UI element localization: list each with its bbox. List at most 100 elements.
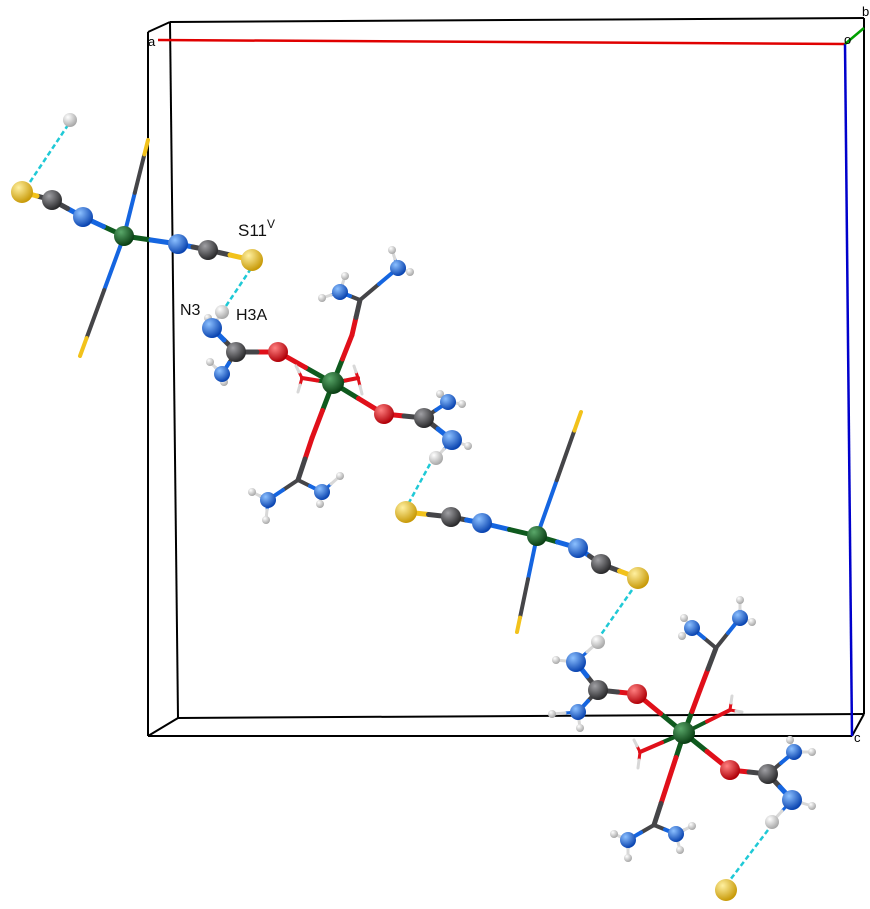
hydrogen-bond-line (598, 589, 634, 637)
hydrogen-atom (206, 358, 214, 366)
axis-label-c: c (854, 730, 861, 745)
hydrogen-atom (552, 656, 560, 664)
atom-label-n3: N3 (180, 302, 201, 319)
carbon-atom (198, 240, 218, 260)
bond-oxygen-hydrogen-half (358, 384, 364, 396)
bond-cobalt-oxygen-half (309, 408, 325, 441)
bond-oxygen-hydrogen-half (734, 709, 744, 714)
atoms (11, 113, 816, 901)
hydrogen-atom (406, 268, 414, 276)
sulfur-atom (241, 249, 263, 271)
bond-carbon-nitrogen-half (714, 631, 730, 650)
cobalt-atom (527, 526, 547, 546)
sulfur-atom (11, 181, 33, 203)
axis-label-a: a (148, 34, 156, 49)
bond-oxygen-carbon-half (705, 645, 719, 672)
oxygen-atom (374, 404, 394, 424)
thiocyanate-stick-c (554, 428, 577, 483)
bond-oxygen-carbon-half (353, 297, 363, 320)
nitrogen-atom (260, 492, 276, 508)
nitrogen-atom (168, 234, 188, 254)
bond-oxygen-carbon-half (349, 315, 359, 338)
thiocyanate-stick-s (515, 615, 522, 634)
nitrogen-atom (202, 318, 222, 338)
cobalt-atom (322, 372, 344, 394)
nitrogen-atom (568, 538, 588, 558)
hydrogen-atom (215, 305, 229, 319)
hydrogen-atom (808, 802, 816, 810)
oxygen-atom (268, 342, 288, 362)
oxygen-atom (627, 684, 647, 704)
bond-oxygen-hydrogen-half (729, 694, 734, 705)
carbon-atom (758, 764, 778, 784)
carbon-atom (588, 680, 608, 700)
sulfur-atom (395, 501, 417, 523)
hydrogen-atom (688, 822, 696, 830)
hydrogen-atom (318, 294, 326, 302)
thiocyanate-stick-c (132, 152, 147, 195)
nitrogen-atom (440, 394, 456, 410)
carbon-atom (414, 408, 434, 428)
unit-cell: a o b c (147, 4, 869, 745)
bond-oxygen-hydrogen-half (632, 738, 639, 748)
bond-carbon-nitrogen-half (358, 282, 381, 302)
sulfur-atom (715, 879, 737, 901)
nitrogen-atom (214, 366, 230, 382)
atom-label-h3a: H3A (236, 307, 267, 324)
hydrogen-bond-line (729, 829, 769, 881)
nitrogen-atom (332, 284, 348, 300)
atom-labels: S11V N3 H3A (180, 217, 275, 324)
nitrogen-atom (314, 484, 330, 500)
nitrogen-atom (782, 790, 802, 810)
carbon-atom (591, 554, 611, 574)
hydrogen-atom (548, 710, 556, 718)
bond-cobalt-oxygen-half (343, 376, 360, 383)
nitrogen-atom (390, 260, 406, 276)
hydrogen-atom (336, 472, 344, 480)
bond-oxygen-hydrogen-half (294, 364, 301, 374)
nitrogen-atom (566, 652, 586, 672)
hydrogen-bond-line (224, 269, 252, 307)
bond-carbon-nitrogen-half (296, 478, 312, 488)
hydrogen-atom (591, 635, 605, 649)
bond-cobalt-oxygen-half (689, 687, 703, 714)
cell-edge (147, 717, 179, 737)
cell-edge (169, 17, 865, 23)
bond-carbon-nitrogen-half (702, 636, 718, 650)
hydrogen-atom (464, 442, 472, 450)
bond-oxygen-carbon-half (697, 666, 711, 693)
hydrogen-atom (316, 500, 324, 508)
nitrogen-atom (668, 826, 684, 842)
sulfur-atom (627, 567, 649, 589)
hydrogen-bonds (28, 121, 769, 881)
hydrogen-atom (262, 516, 270, 524)
hydrogen-atom (736, 596, 744, 604)
atom-label-s11v-base: S11 (238, 221, 267, 240)
hydrogen-atom (458, 400, 466, 408)
bond-cobalt-oxygen-half (665, 755, 679, 785)
nitrogen-atom (620, 832, 636, 848)
cell-edge (169, 21, 179, 719)
hydrogen-bond-line (28, 121, 72, 183)
hydrogen-atom (341, 272, 349, 280)
hydrogen-atom (429, 451, 443, 465)
carbon-atom (42, 190, 62, 210)
hydrogen-bond-line (404, 463, 432, 509)
bond-carbon-nitrogen-half (639, 823, 656, 835)
bond-cobalt-oxygen-half (340, 332, 355, 362)
bond-oxygen-carbon-half (658, 779, 671, 806)
hydrogen-atom (576, 724, 584, 732)
hydrogen-atom (765, 815, 779, 829)
nitrogen-atom (442, 430, 462, 450)
cobalt-atom (673, 722, 695, 744)
hydrogen-atom (678, 632, 686, 640)
cell-edge (147, 21, 171, 33)
carbon-atom (441, 507, 461, 527)
hydrogen-atom (748, 618, 756, 626)
cell-axis-c (843, 43, 854, 737)
hydrogen-atom (610, 830, 618, 838)
hydrogen-atom (248, 488, 256, 496)
nitrogen-atom (472, 513, 492, 533)
bond-oxygen-hydrogen-half (352, 364, 358, 374)
